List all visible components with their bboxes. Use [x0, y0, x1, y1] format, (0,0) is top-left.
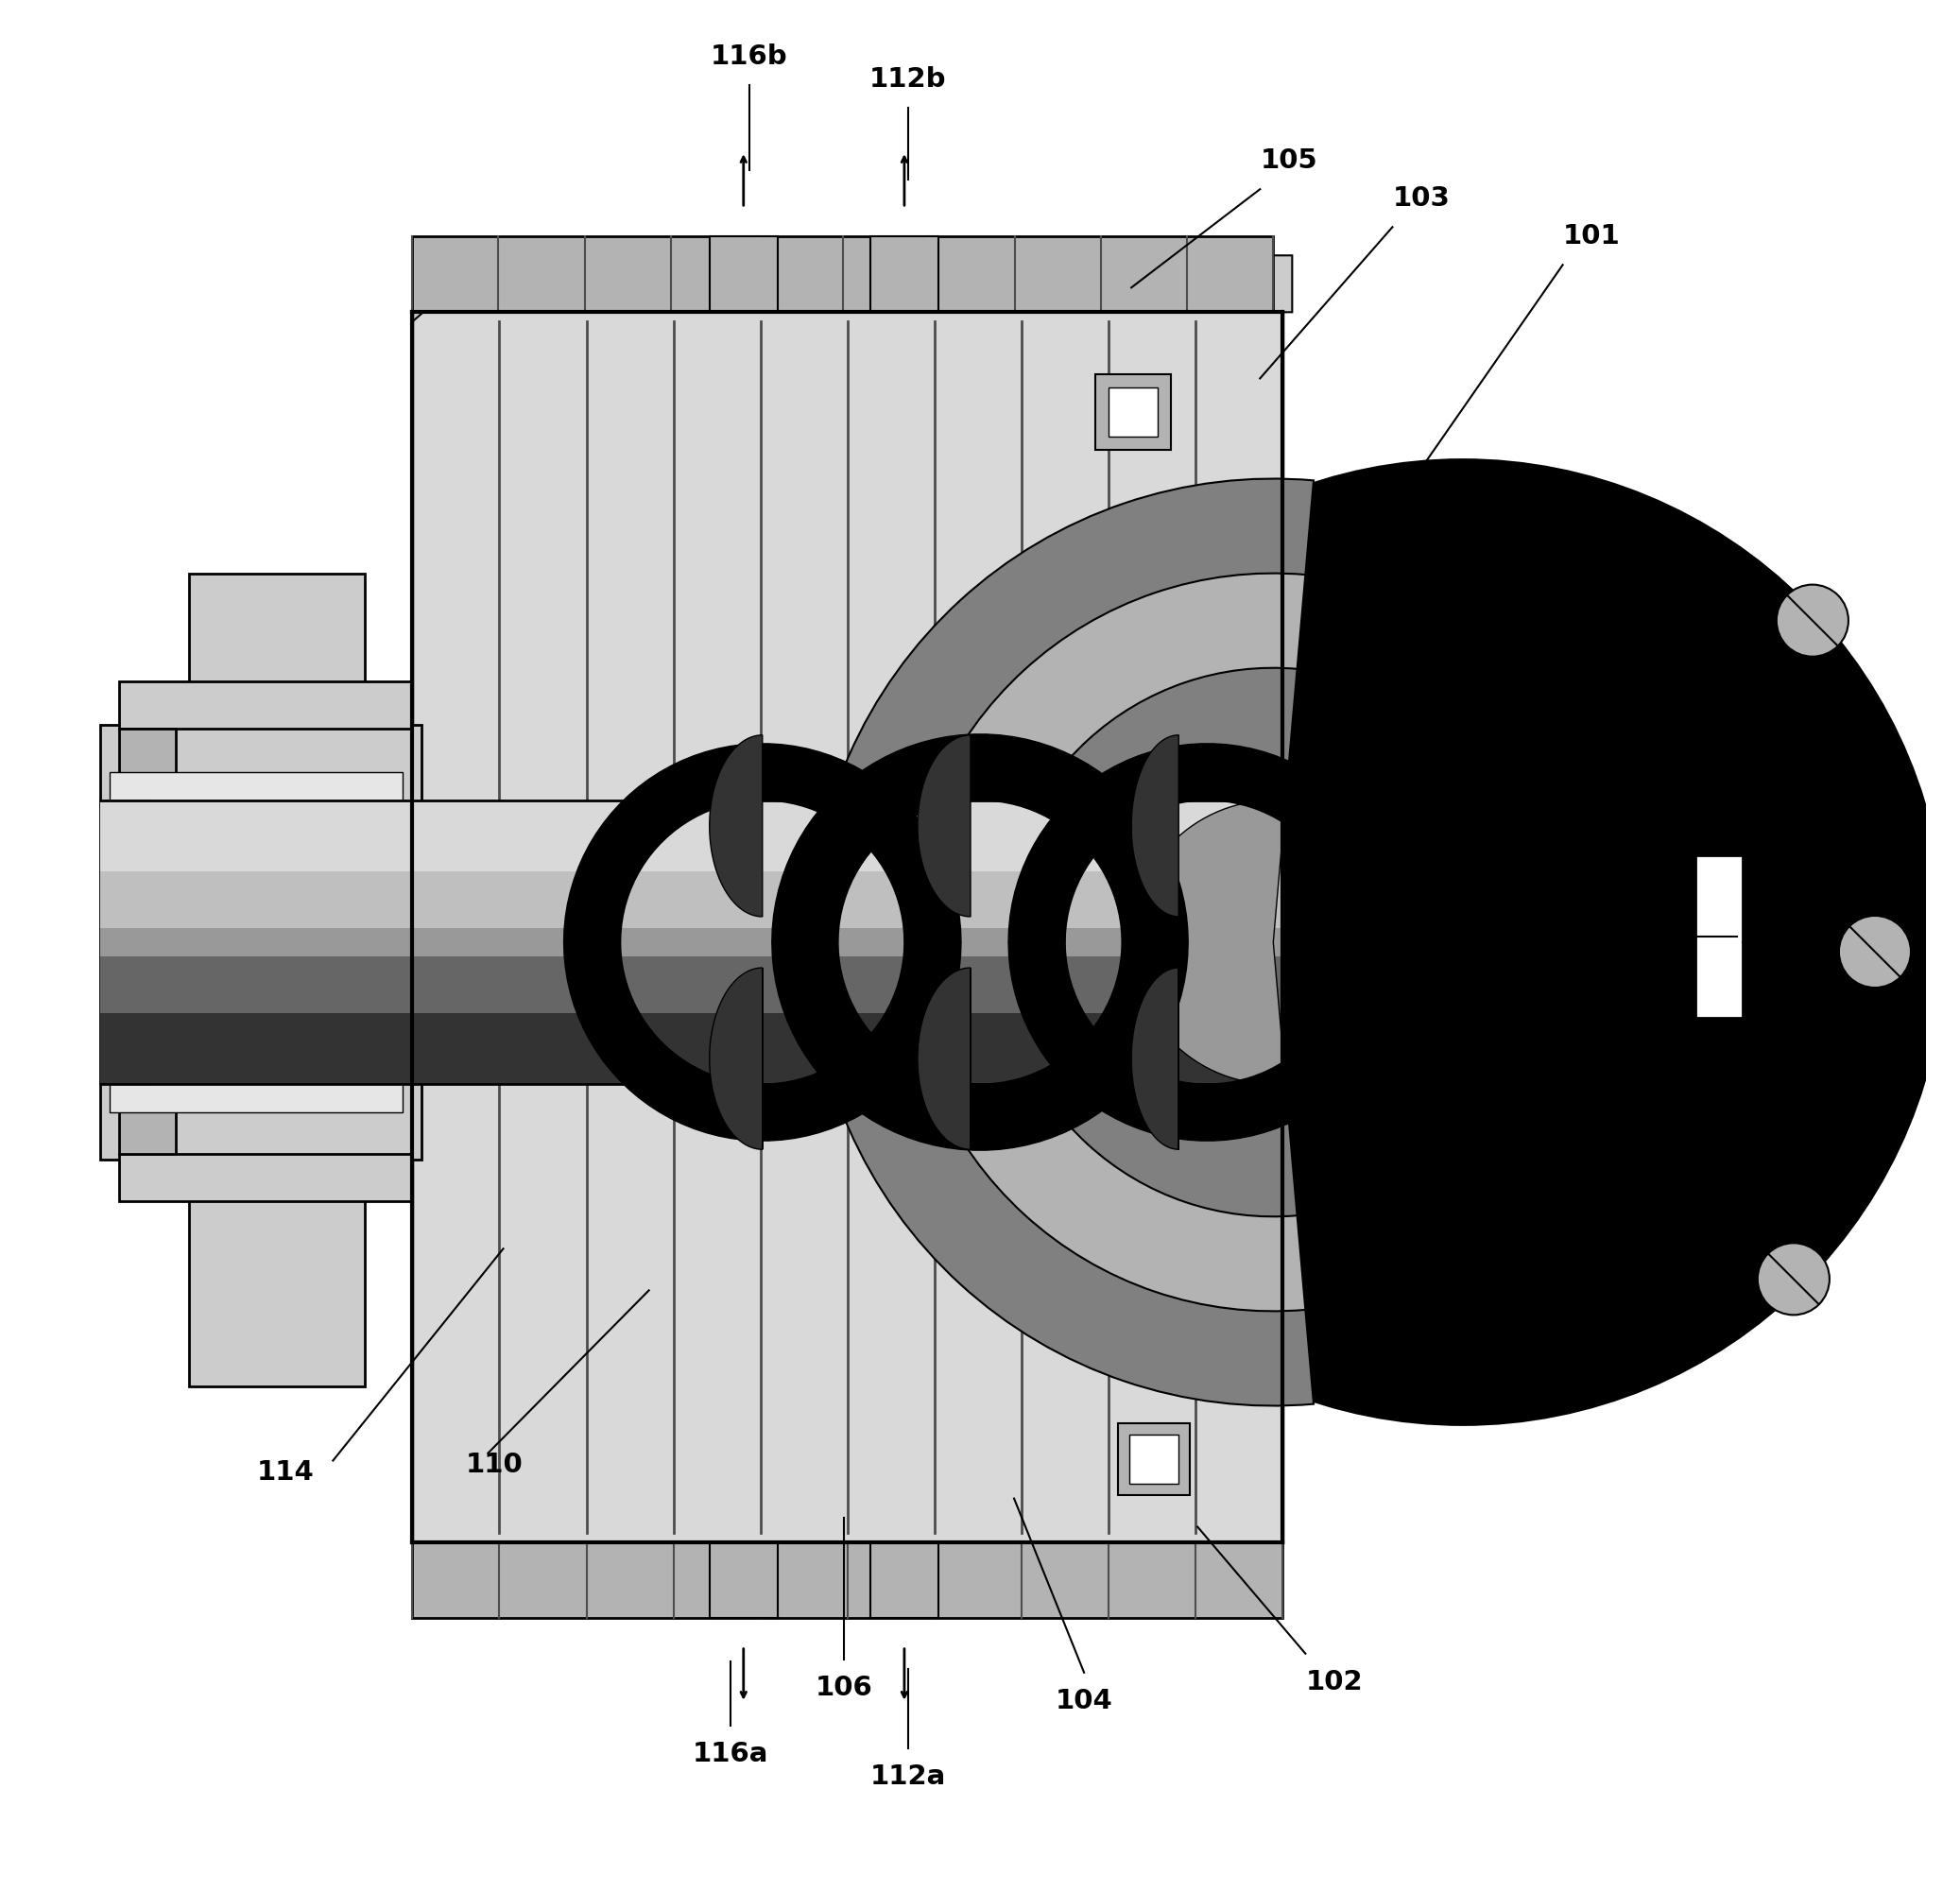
Polygon shape [1129, 1434, 1178, 1483]
Polygon shape [917, 734, 970, 918]
Polygon shape [190, 573, 365, 725]
Wedge shape [1094, 762, 1290, 1122]
Polygon shape [710, 734, 762, 918]
Polygon shape [412, 236, 1274, 312]
Text: 104: 104 [1054, 1688, 1113, 1714]
Polygon shape [917, 969, 970, 1148]
Circle shape [1758, 1243, 1829, 1315]
Polygon shape [1695, 855, 1742, 1018]
Polygon shape [412, 255, 1292, 322]
Text: 114: 114 [257, 1459, 314, 1485]
Polygon shape [412, 312, 1282, 1542]
Wedge shape [809, 479, 1313, 1406]
Text: 101: 101 [1562, 223, 1621, 250]
Polygon shape [1117, 1423, 1190, 1495]
Text: 103: 103 [1392, 185, 1450, 212]
Polygon shape [772, 734, 1188, 942]
Polygon shape [1007, 942, 1405, 1141]
Wedge shape [1000, 668, 1298, 1217]
Polygon shape [870, 1542, 939, 1618]
Polygon shape [120, 681, 412, 728]
Polygon shape [710, 1542, 778, 1618]
Text: 102: 102 [1305, 1669, 1362, 1695]
Polygon shape [100, 800, 1282, 870]
Polygon shape [100, 800, 147, 1084]
Polygon shape [120, 1154, 412, 1201]
Polygon shape [190, 1160, 365, 1387]
Circle shape [980, 460, 1944, 1425]
Polygon shape [100, 957, 1282, 1014]
Text: 112a: 112a [870, 1763, 947, 1790]
Polygon shape [1131, 969, 1178, 1148]
Circle shape [1776, 585, 1848, 657]
Text: 105: 105 [1260, 148, 1317, 174]
Polygon shape [100, 870, 1282, 929]
Text: 112b: 112b [870, 66, 947, 93]
Polygon shape [110, 772, 404, 1112]
Polygon shape [100, 1014, 1282, 1084]
Polygon shape [1109, 388, 1158, 437]
Wedge shape [1131, 800, 1286, 1084]
Polygon shape [772, 942, 1188, 1150]
Wedge shape [904, 573, 1305, 1311]
Polygon shape [1096, 375, 1170, 450]
Polygon shape [564, 744, 960, 942]
Text: 116b: 116b [711, 44, 788, 70]
Polygon shape [412, 1542, 1282, 1618]
Polygon shape [564, 942, 960, 1141]
Polygon shape [100, 929, 1282, 957]
Polygon shape [710, 969, 762, 1148]
Polygon shape [120, 728, 176, 1154]
Polygon shape [1131, 734, 1178, 918]
Polygon shape [870, 236, 939, 312]
Polygon shape [710, 236, 778, 312]
Text: 106: 106 [815, 1674, 872, 1701]
Text: 116a: 116a [692, 1741, 768, 1767]
Text: 108: 108 [1770, 923, 1829, 950]
Text: 110: 110 [465, 1451, 523, 1478]
Circle shape [1838, 916, 1911, 988]
Polygon shape [1007, 744, 1405, 942]
Polygon shape [100, 725, 421, 1160]
